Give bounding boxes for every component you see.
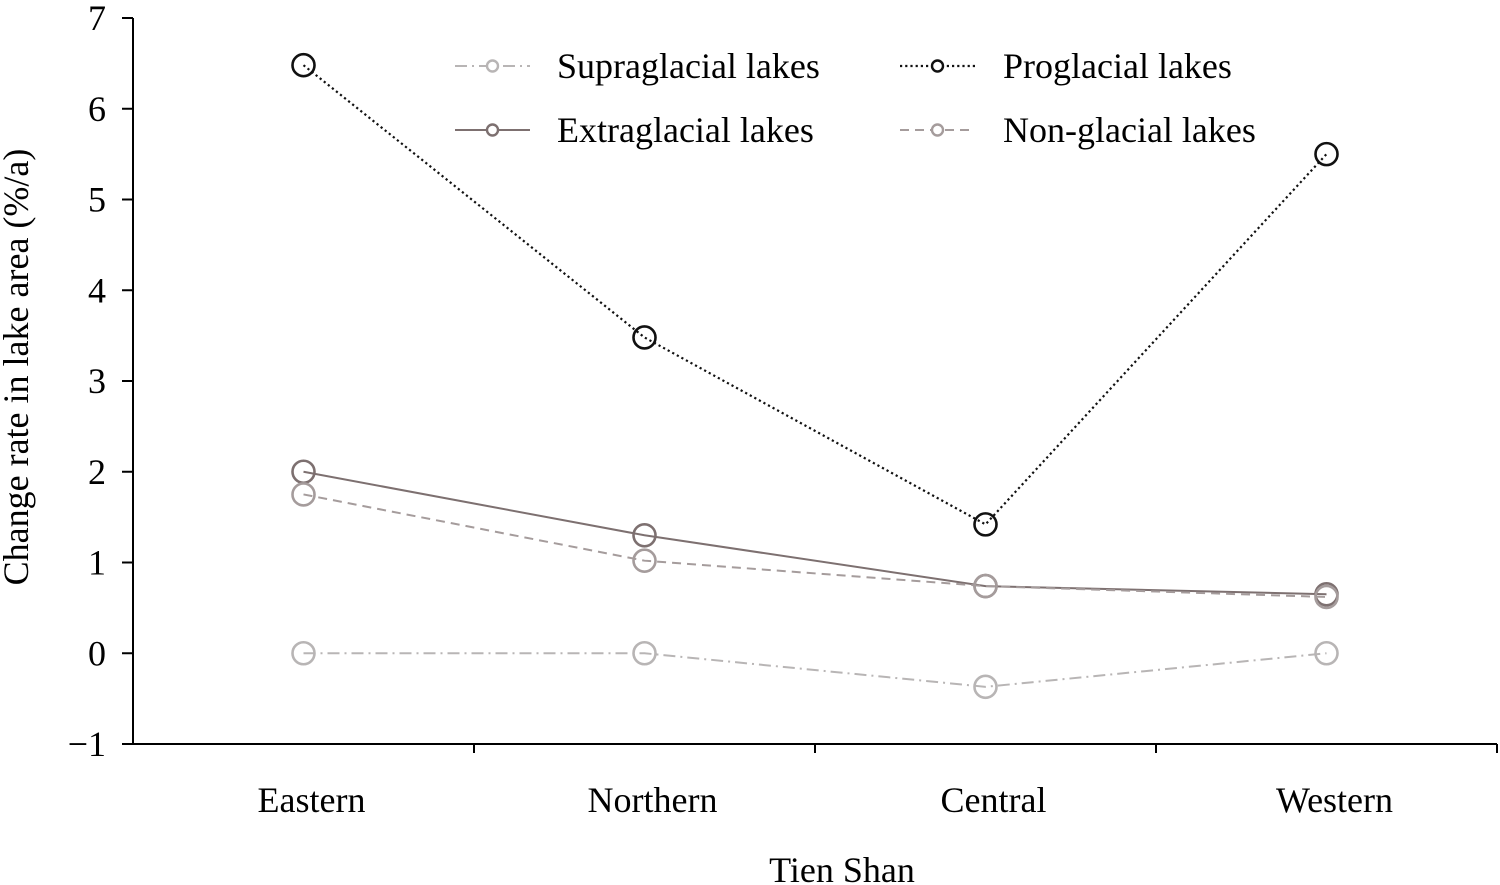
legend-label: Supraglacial lakes bbox=[557, 46, 820, 86]
y-tick-label: 1 bbox=[88, 543, 106, 583]
series-0 bbox=[291, 640, 1339, 700]
y-tick-label: 6 bbox=[88, 89, 106, 129]
data-point bbox=[1314, 584, 1339, 610]
y-tick-label: 4 bbox=[88, 270, 106, 310]
data-point bbox=[1314, 640, 1339, 666]
x-tick-label: Central bbox=[941, 780, 1047, 820]
series-layer bbox=[291, 52, 1339, 700]
y-tick-label: 2 bbox=[88, 452, 106, 492]
data-point bbox=[632, 522, 657, 548]
x-tick-label: Northern bbox=[588, 780, 718, 820]
y-tick-label: 5 bbox=[88, 180, 106, 220]
legend-label: Proglacial lakes bbox=[1003, 46, 1232, 86]
y-tick-label: 0 bbox=[88, 633, 106, 673]
legend-label: Non-glacial lakes bbox=[1003, 110, 1256, 150]
data-point bbox=[632, 325, 657, 350]
data-point bbox=[973, 512, 998, 537]
y-tick-label: −1 bbox=[68, 724, 106, 764]
x-tick-label: Eastern bbox=[258, 780, 366, 820]
y-tick-label: 3 bbox=[88, 361, 106, 401]
series-1 bbox=[291, 52, 1339, 537]
series-2 bbox=[291, 459, 1339, 607]
data-point bbox=[632, 548, 657, 573]
data-point bbox=[291, 482, 316, 507]
axes: −1 0 1 2 3 4 5 6 7 Eastern Northern Central Western bbox=[68, 0, 1498, 820]
series-line bbox=[303, 652, 1327, 688]
data-point bbox=[291, 52, 316, 78]
legend-label: Extraglacial lakes bbox=[557, 110, 814, 150]
data-point bbox=[632, 640, 657, 666]
legend-swatch-marker bbox=[485, 123, 500, 137]
series-line bbox=[302, 64, 1328, 526]
legend-swatch-marker bbox=[485, 59, 500, 73]
x-axis-title: Tien Shan bbox=[769, 850, 915, 885]
legend-item: Supraglacial lakes bbox=[455, 46, 820, 86]
legend-swatch-marker bbox=[930, 123, 945, 137]
series-3 bbox=[291, 482, 1339, 610]
data-point bbox=[291, 640, 316, 666]
series-line bbox=[303, 493, 1327, 598]
legend: Supraglacial lakes Proglacial lakes Extrag… bbox=[455, 46, 1256, 150]
y-axis-title: Change rate in lake area (%/a) bbox=[0, 149, 36, 586]
y-tick-label: 7 bbox=[88, 0, 106, 38]
data-point bbox=[1314, 141, 1339, 167]
data-point bbox=[973, 573, 998, 599]
data-point bbox=[973, 674, 998, 700]
legend-item: Extraglacial lakes bbox=[455, 110, 814, 150]
legend-swatch-marker bbox=[930, 59, 945, 73]
x-tick-label: Western bbox=[1276, 780, 1393, 820]
legend-item: Proglacial lakes bbox=[900, 46, 1232, 86]
legend-item: Non-glacial lakes bbox=[900, 110, 1256, 150]
series-line bbox=[303, 470, 1327, 596]
